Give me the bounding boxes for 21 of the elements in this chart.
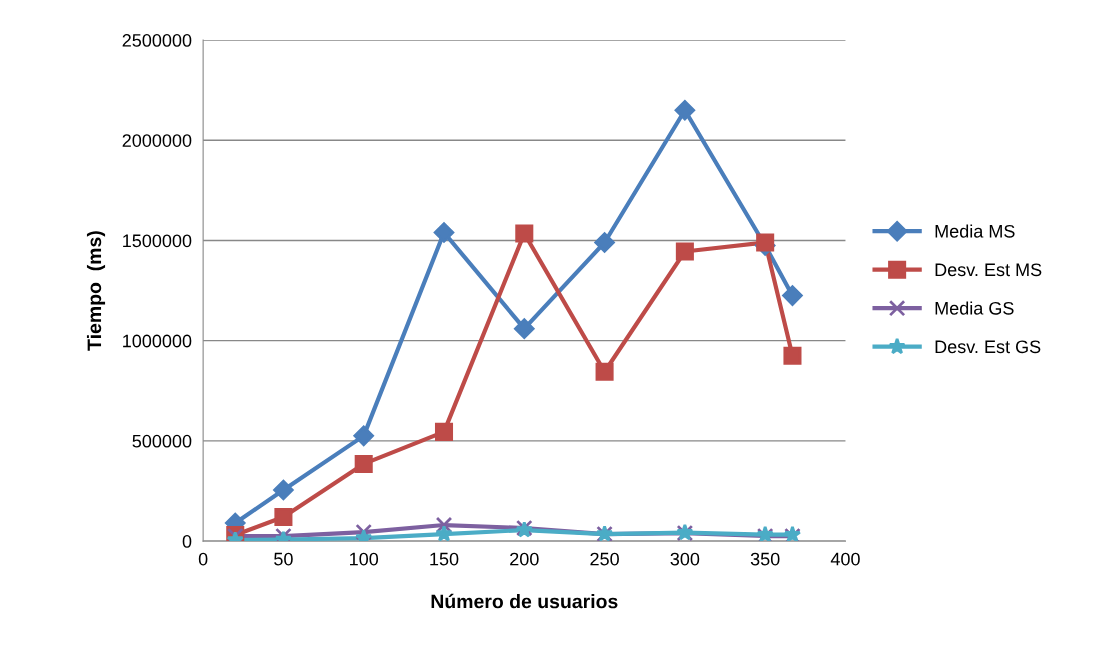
legend-label: Desv. Est MS [935, 263, 1042, 277]
y-axis-title: Tiempo (ms) [86, 231, 106, 351]
y-tick-label: 2000000 [122, 134, 192, 147]
x-axis-title: Número de usuarios [431, 593, 618, 609]
y-tick-label: 1000000 [123, 334, 192, 348]
x-tick-label: 100 [350, 552, 379, 566]
x-tick-label: 300 [670, 552, 700, 566]
legend-label: Desv. Est GS [935, 340, 1041, 354]
x-tick-label: 0 [198, 552, 208, 566]
x-tick-label: 350 [750, 552, 780, 566]
y-tick-label: 1500000 [123, 234, 192, 248]
x-tick-label: 250 [590, 552, 619, 566]
legend-label: Media MS [935, 224, 1015, 238]
x-tick-label: 400 [830, 552, 860, 566]
y-tick-label: 0 [182, 535, 192, 548]
x-tick-label: 150 [430, 552, 459, 566]
y-tick-label: 500000 [132, 434, 192, 448]
legend-label: Media GS [935, 301, 1014, 315]
y-tick-label: 2500000 [122, 34, 192, 47]
x-tick-label: 50 [274, 552, 293, 566]
x-tick-label: 200 [510, 552, 539, 566]
